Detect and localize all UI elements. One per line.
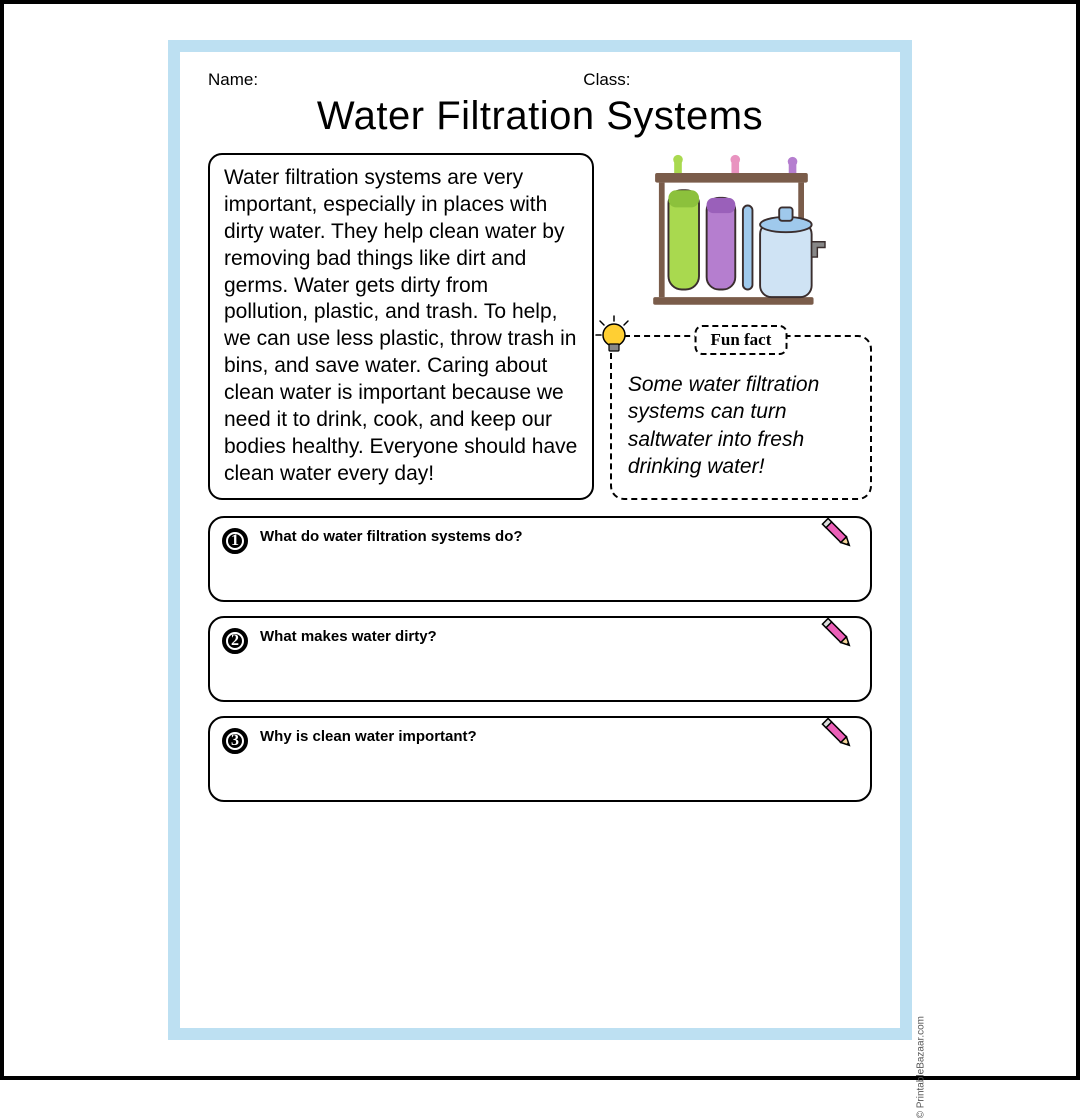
question-box[interactable]: 3 Why is clean water important?: [208, 716, 872, 802]
questions-section: 1 What do water filtration systems do? 2: [208, 516, 872, 802]
fun-fact-label: Fun fact: [694, 325, 787, 355]
question-text: What makes water dirty?: [260, 628, 437, 645]
question-box[interactable]: 2 What makes water dirty?: [208, 616, 872, 702]
question-number: 2: [222, 628, 248, 654]
right-column: Fun fact Some water filtration systems c…: [610, 153, 872, 500]
page-title: Water Filtration Systems: [208, 94, 872, 139]
reading-passage: Water filtration systems are very import…: [208, 153, 594, 500]
pencil-icon: [816, 612, 860, 656]
page-frame: Name: Class: Water Filtration Systems Wa…: [168, 40, 912, 1040]
fun-fact-box: Fun fact Some water filtration systems c…: [610, 335, 872, 500]
name-label: Name:: [208, 70, 583, 90]
header-fields: Name: Class:: [208, 70, 872, 90]
pencil-icon: [816, 712, 860, 756]
fun-fact-text: Some water filtration systems can turn s…: [628, 371, 854, 480]
question-box[interactable]: 1 What do water filtration systems do?: [208, 516, 872, 602]
worksheet-page: Name: Class: Water Filtration Systems Wa…: [180, 52, 900, 1028]
filtration-illustration: [610, 153, 872, 321]
copyright-text: © PrintableBazaar.com: [915, 1016, 926, 1118]
lightbulb-icon: [594, 315, 634, 355]
question-text: Why is clean water important?: [260, 728, 477, 745]
question-text: What do water filtration systems do?: [260, 528, 523, 545]
content-row: Water filtration systems are very import…: [208, 153, 872, 500]
question-number: 3: [222, 728, 248, 754]
pencil-icon: [816, 512, 860, 556]
question-number: 1: [222, 528, 248, 554]
class-label: Class:: [583, 70, 872, 90]
